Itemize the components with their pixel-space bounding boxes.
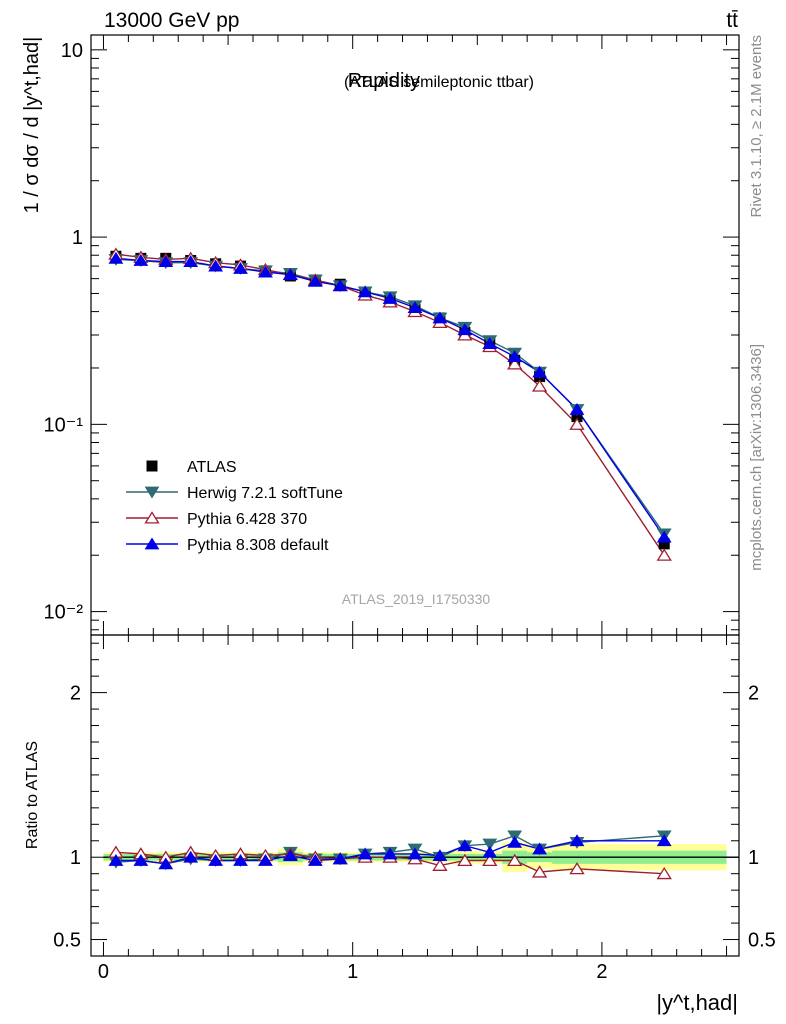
ratio-frame: [90, 634, 740, 957]
ratio-point-pythia-8: [382, 847, 398, 860]
main-y-tick-label: 10: [61, 40, 83, 62]
ratio-point-pythia-6: [482, 853, 498, 867]
main-point-pythia-8: [258, 265, 273, 278]
ratio-point-pythia-8: [357, 847, 373, 860]
ratio-point-pythia-8: [407, 847, 423, 860]
x-axis-label: |y^t,had|: [656, 990, 738, 1015]
main-point-pythia-8: [432, 311, 448, 324]
legend-marker: [146, 460, 158, 472]
ratio-y-tick-label: 1: [70, 847, 81, 869]
main-point-pythia-8: [457, 323, 473, 336]
ratio-point-pythia-8: [507, 835, 523, 848]
ratio-point-pythia-8: [282, 849, 298, 861]
main-point-pythia-8: [656, 530, 672, 543]
ratio-axis-ticks: 2 2 1 1 0.5 0.5 0 1 2: [53, 635, 776, 983]
main-point-pythia-8: [569, 403, 585, 415]
main-point-pythia-8: [532, 365, 548, 378]
legend-label: ATLAS: [187, 459, 237, 476]
ratio-point-pythia-8: [183, 850, 199, 863]
main-plot-marks: [108, 247, 672, 561]
energy-label: 13000 GeV pp: [104, 9, 239, 32]
ratio-point-pythia-8: [332, 852, 348, 865]
ratio-plot-marks: [103, 830, 739, 880]
main-y-tick-label: 10⁻²: [44, 602, 84, 624]
ratio-point-pythia-6: [569, 862, 585, 875]
ratio-point-pythia-8: [158, 857, 174, 870]
chart-title: Rapidity: [348, 70, 420, 92]
main-point-pythia-6: [531, 379, 548, 392]
main-point-pythia-8: [282, 268, 298, 281]
main-point-pythia-8: [208, 259, 224, 272]
ratio-y-tick-label-right: 2: [748, 683, 759, 705]
ratio-y-tick-label-right: 1: [748, 847, 759, 869]
legend-marker: [144, 537, 160, 550]
main-axis-ticks: 10 1 10⁻¹ 10⁻²: [44, 35, 739, 635]
ratio-panel: 2 2 1 1 0.5 0.5 0 1 2 Ratio to ATLAS |y^t,had|: [24, 634, 776, 1015]
ratio-y-tick-label-right: 0.5: [748, 930, 776, 952]
ratio-point-pythia-6: [656, 866, 672, 880]
main-y-tick-label: 1: [72, 227, 83, 249]
legend-marker: [144, 511, 160, 524]
ratio-point-pythia-8: [457, 839, 473, 852]
main-point-atlas: [658, 538, 670, 550]
ratio-point-pythia-6: [432, 858, 448, 871]
ratio-point-pythia-8: [532, 842, 548, 855]
rivet-label: Rivet 3.1.10, ≥ 2.1M events: [748, 35, 765, 218]
ratio-point-pythia-8: [108, 854, 124, 866]
ratio-point-pythia-8: [656, 834, 672, 847]
main-point-pythia-8: [357, 285, 373, 298]
legend: ATLAS Herwig 7.2.1 softTune Pythia 6.428 3…: [126, 459, 343, 554]
legend-label: Pythia 8.308 default: [187, 537, 329, 554]
ratio-y-tick-label: 2: [70, 683, 81, 705]
main-point-pythia-8: [407, 301, 423, 314]
main-point-pythia-8: [133, 254, 149, 266]
main-panel: 10 1 10⁻¹ 10⁻² Rapidity (ATLAS semileptonic…: [21, 34, 740, 636]
legend-label: Herwig 7.2.1 softTune: [187, 485, 343, 502]
main-point-pythia-6: [656, 548, 672, 561]
main-point-pythia-8: [482, 337, 498, 349]
ratio-point-pythia-8: [233, 854, 248, 866]
main-point-pythia-8: [332, 279, 348, 292]
ratio-point-pythia-6: [457, 853, 473, 867]
ratio-point-pythia-8: [307, 854, 323, 866]
ratio-point-pythia-8: [569, 834, 585, 847]
ratio-point-herwig-7: [482, 838, 498, 851]
legend-label: Pythia 6.428 370: [187, 511, 307, 528]
ratio-point-pythia-8: [133, 854, 149, 866]
legend-marker: [144, 486, 160, 499]
main-point-pythia-8: [108, 251, 124, 264]
ratio-point-pythia-8: [258, 854, 273, 866]
main-y-axis-label: 1 / σ dσ / d |y^t,had|: [21, 37, 43, 214]
main-y-tick-label: 10⁻¹: [44, 414, 84, 436]
ratio-y-axis-label: Ratio to ATLAS: [24, 741, 41, 849]
analysis-watermark: ATLAS_2019_I1750330: [342, 591, 491, 607]
x-tick-label: 0: [98, 961, 109, 983]
ratio-point-pythia-8: [482, 845, 498, 858]
x-tick-label: 1: [347, 961, 358, 983]
ratio-point-pythia-6: [531, 865, 548, 878]
main-point-pythia-8: [158, 255, 174, 267]
main-point-pythia-8: [507, 350, 523, 362]
main-point-pythia-6: [569, 417, 585, 430]
ratio-y-tick-label: 0.5: [53, 930, 81, 952]
main-point-atlas: [571, 411, 583, 423]
main-point-pythia-8: [307, 274, 323, 287]
main-point-pythia-6: [507, 357, 523, 370]
chart-subtitle: (ATLAS semileptonic ttbar): [344, 74, 534, 91]
mcplots-label: mcplots.cern.ch [arXiv:1306.3436]: [748, 344, 765, 571]
main-point-pythia-8: [382, 292, 398, 304]
ratio-point-pythia-6: [507, 853, 523, 867]
main-point-pythia-8: [183, 255, 199, 267]
ratio-point-pythia-8: [208, 854, 224, 866]
x-tick-label: 2: [596, 961, 607, 983]
ratio-point-pythia-8: [432, 849, 448, 861]
process-label: tt̄: [726, 9, 738, 32]
main-point-pythia-8: [233, 261, 248, 274]
